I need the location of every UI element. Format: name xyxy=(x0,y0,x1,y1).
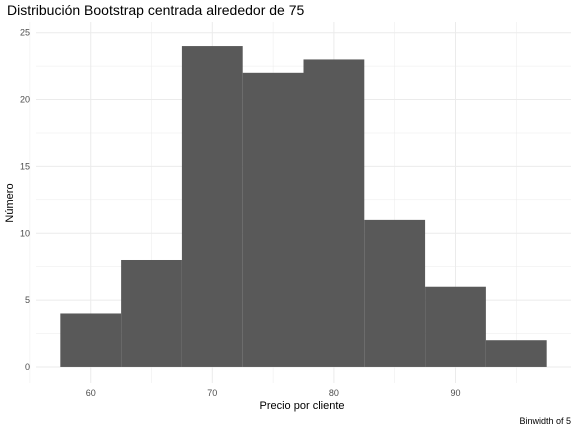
histogram-bar xyxy=(243,73,304,367)
x-tick-label: 90 xyxy=(450,388,460,398)
chart-title: Distribución Bootstrap centrada alrededo… xyxy=(7,2,305,18)
x-axis-title: Precio por cliente xyxy=(260,400,345,412)
x-tick-label: 60 xyxy=(86,388,96,398)
x-tick-label: 70 xyxy=(207,388,217,398)
chart-caption: Binwidth of 5 xyxy=(519,416,571,426)
x-tick-label: 80 xyxy=(329,388,339,398)
histogram-bar xyxy=(364,220,425,367)
histogram-bar xyxy=(182,46,243,367)
histogram-bar xyxy=(121,260,182,367)
histogram-bar xyxy=(425,287,486,367)
histogram-bar xyxy=(60,313,121,366)
y-tick-label: 5 xyxy=(25,295,30,305)
y-tick-label: 10 xyxy=(20,228,30,238)
y-axis-title: Número xyxy=(4,183,16,222)
y-tick-label: 25 xyxy=(20,28,30,38)
bars xyxy=(60,46,546,367)
histogram-bar xyxy=(486,340,547,367)
y-tick-label: 15 xyxy=(20,161,30,171)
y-tick-label: 0 xyxy=(25,362,30,372)
y-tick-label: 20 xyxy=(20,95,30,105)
histogram-bar xyxy=(304,59,365,367)
